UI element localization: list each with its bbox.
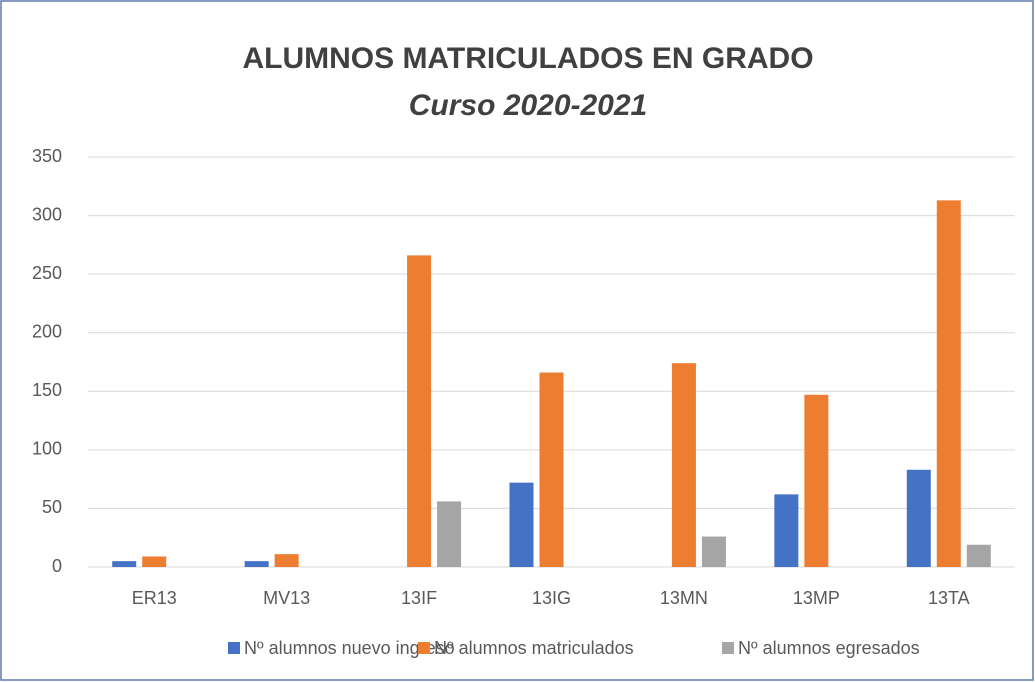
x-tick-label: 13MN [660, 588, 708, 608]
bar [407, 255, 432, 567]
bar [936, 200, 961, 568]
legend-swatch [722, 642, 734, 654]
legend-swatch [418, 642, 430, 654]
bar [539, 372, 564, 567]
bar [274, 554, 299, 567]
bar [437, 501, 462, 567]
x-tick-label: 13TA [928, 588, 970, 608]
y-tick-label: 0 [52, 556, 62, 576]
x-tick-label: 13IG [532, 588, 571, 608]
bar [142, 556, 167, 567]
legend-label: Nº alumnos egresados [738, 638, 920, 658]
x-tick-label: 13MP [793, 588, 840, 608]
bar [112, 561, 137, 567]
legend-swatch [228, 642, 240, 654]
bar [774, 494, 799, 567]
bar [701, 536, 726, 567]
legend-label: Nº alumnos matriculados [434, 638, 634, 658]
y-tick-label: 350 [32, 146, 62, 166]
y-tick-label: 150 [32, 380, 62, 400]
legend-label: Nº alumnos nuevo ingreso [244, 638, 455, 658]
bar [671, 363, 696, 567]
y-tick-label: 300 [32, 204, 62, 224]
bar [804, 394, 829, 567]
bar [906, 469, 931, 567]
y-tick-label: 200 [32, 321, 62, 341]
chart-title: ALUMNOS MATRICULADOS EN GRADO [242, 42, 813, 75]
x-tick-label: 13IF [401, 588, 437, 608]
y-tick-label: 100 [32, 439, 62, 459]
y-tick-label: 50 [42, 497, 62, 517]
bar [244, 561, 269, 567]
bar [966, 544, 991, 567]
chart-subtitle: Curso 2020-2021 [409, 89, 647, 122]
x-tick-label: MV13 [263, 588, 310, 608]
bar [509, 482, 534, 567]
x-tick-label: ER13 [132, 588, 177, 608]
y-tick-label: 250 [32, 263, 62, 283]
